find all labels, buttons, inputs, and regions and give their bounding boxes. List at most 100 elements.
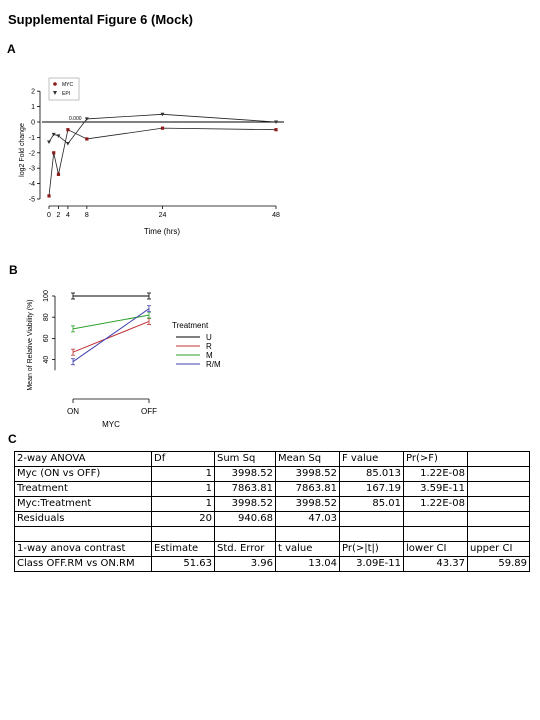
panel-a-ylabel: log2 Fold change xyxy=(19,123,26,177)
table-cell: 47.03 xyxy=(275,511,340,527)
data-point-myc xyxy=(52,151,56,155)
series-line-r xyxy=(72,320,150,353)
data-point-myc xyxy=(160,126,165,130)
table-row xyxy=(14,526,530,542)
table-row: Treatment 1 7863.81 7863.81 167.19 3.59E-11 xyxy=(14,481,530,497)
data-point-myc xyxy=(56,172,61,176)
table-cell: Df xyxy=(151,451,215,467)
table-cell xyxy=(467,511,530,527)
legend-label: R xyxy=(206,342,212,351)
panel-label-c: C xyxy=(8,432,17,446)
table-cell xyxy=(339,526,404,542)
table-cell: upper CI xyxy=(467,541,530,557)
legend-label: U xyxy=(206,333,212,342)
data-point-myc xyxy=(47,194,51,198)
panel-b-ytick-label: 40 xyxy=(43,356,50,364)
table-cell: Residuals xyxy=(14,511,152,527)
data-point-epi xyxy=(65,142,70,146)
table-cell: 1 xyxy=(151,466,215,482)
table-cell: 51.63 xyxy=(151,556,215,572)
page-title: Supplemental Figure 6 (Mock) xyxy=(8,12,193,27)
table-cell: 1 xyxy=(151,481,215,497)
table-cell: Estimate xyxy=(151,541,215,557)
data-point-epi xyxy=(47,140,51,145)
panel-a-ytick-label: 0 xyxy=(31,120,35,127)
panel-b-chart: Mean of Relative Viability (%) MYC Treat… xyxy=(27,290,221,429)
legend-epi-label: EPI xyxy=(62,91,70,97)
panel-a-legend: MYC EPI xyxy=(48,77,80,101)
table-cell: 7863.81 xyxy=(214,481,276,497)
legend-epi-marker xyxy=(53,91,57,95)
table-cell: Std. Error xyxy=(214,541,276,557)
data-point-epi xyxy=(56,134,61,138)
table-cell: 13.04 xyxy=(275,556,340,572)
panel-a-xtick-label: 4 xyxy=(66,212,70,219)
panel-b-legend-title: Treatment xyxy=(172,321,209,330)
table-cell: 940.68 xyxy=(214,511,276,527)
table-row: Residuals 20 940.68 47.03 xyxy=(14,511,530,527)
table-cell: 1 xyxy=(151,496,215,512)
table-cell: 7863.81 xyxy=(275,481,340,497)
anova-table: 2-way ANOVA Df Sum Sq Mean Sq F value Pr(>F) M… xyxy=(14,451,530,572)
panel-a-ytick-label: -5 xyxy=(29,197,35,204)
panel-a-zero-annotation: 0.000 xyxy=(69,116,82,122)
legend-box xyxy=(48,77,80,101)
table-cell: Mean Sq xyxy=(275,451,340,467)
table-cell: 3998.52 xyxy=(214,466,276,482)
data-point-epi xyxy=(274,120,278,124)
table-cell: 1.22E-08 xyxy=(403,496,468,512)
table-cell: Myc:Treatment xyxy=(14,496,152,512)
table-cell: 85.013 xyxy=(339,466,404,482)
panel-a-xtick-label: 0 xyxy=(47,212,51,219)
table-cell: 20 xyxy=(151,511,215,527)
table-cell xyxy=(403,511,468,527)
series-line-myc xyxy=(48,127,277,196)
table-cell: Class OFF.RM vs ON.RM xyxy=(14,556,152,572)
table-cell: 1-way anova contrast xyxy=(14,541,152,557)
table-cell xyxy=(275,526,340,542)
table-cell: Pr(>|t|) xyxy=(339,541,404,557)
table-cell xyxy=(214,526,276,542)
table-cell xyxy=(403,526,468,542)
table-cell xyxy=(467,481,530,497)
panel-b-ytick-label: 80 xyxy=(43,313,50,321)
table-cell: Myc (ON vs OFF) xyxy=(14,466,152,482)
table-cell: 2-way ANOVA xyxy=(14,451,152,467)
table-cell xyxy=(14,526,152,542)
data-point-myc xyxy=(85,137,89,141)
table-cell: 3.59E-11 xyxy=(403,481,468,497)
panel-a-xtick-label: 48 xyxy=(272,212,280,219)
data-point-epi xyxy=(160,112,165,117)
table-cell: F value xyxy=(339,451,404,467)
table-cell xyxy=(151,526,215,542)
table-cell xyxy=(467,526,530,542)
table-cell: 1.22E-08 xyxy=(403,466,468,482)
table-cell: 43.37 xyxy=(403,556,468,572)
panel-a-xtick-label: 2 xyxy=(57,212,61,219)
series-line-rm xyxy=(72,308,150,363)
panel-a-ytick-label: -4 xyxy=(29,181,35,188)
table-cell xyxy=(467,466,530,482)
legend-label: R/M xyxy=(206,360,221,369)
panel-a-chart: MYC EPI 0.000 log2 Fold change Time (hrs… xyxy=(19,77,284,236)
panel-a-ytick-label: -1 xyxy=(29,135,35,142)
data-point-epi xyxy=(51,132,56,137)
table-cell: t value xyxy=(275,541,340,557)
panel-b-ytick-label: 60 xyxy=(43,334,50,342)
table-cell: Pr(>F) xyxy=(403,451,468,467)
table-row: Myc:Treatment 1 3998.52 3998.52 85.01 1.22E-0… xyxy=(14,496,530,512)
table-cell: 59.89 xyxy=(467,556,530,572)
panel-b-xlabel: MYC xyxy=(102,420,120,429)
data-point-myc xyxy=(274,128,278,132)
table-cell: 3998.52 xyxy=(275,496,340,512)
table-cell: 85.01 xyxy=(339,496,404,512)
table-row: 2-way ANOVA Df Sum Sq Mean Sq F value Pr(>F) xyxy=(14,451,530,467)
table-cell: Sum Sq xyxy=(214,451,276,467)
table-cell xyxy=(467,496,530,512)
table-cell: 3998.52 xyxy=(214,496,276,512)
table-cell: 3998.52 xyxy=(275,466,340,482)
legend-myc-marker xyxy=(53,82,57,86)
panel-label-b: B xyxy=(9,263,18,277)
legend-myc-label: MYC xyxy=(62,82,74,88)
legend-label: M xyxy=(206,351,213,360)
